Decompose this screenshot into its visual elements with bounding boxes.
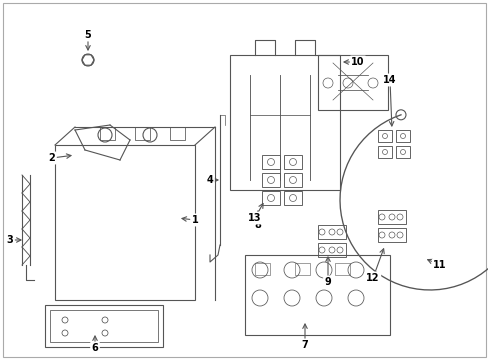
Text: 1: 1	[191, 215, 198, 225]
Text: 14: 14	[383, 75, 396, 85]
Text: 6: 6	[91, 343, 98, 353]
Text: 12: 12	[366, 273, 379, 283]
Text: 10: 10	[350, 57, 364, 67]
Text: 9: 9	[324, 277, 331, 287]
Text: 13: 13	[248, 213, 261, 223]
Text: 3: 3	[7, 235, 13, 245]
Text: 2: 2	[48, 153, 55, 163]
Text: 5: 5	[84, 30, 91, 40]
Text: 4: 4	[206, 175, 213, 185]
Text: 7: 7	[301, 340, 308, 350]
Text: 8: 8	[254, 220, 261, 230]
Text: 11: 11	[432, 260, 446, 270]
